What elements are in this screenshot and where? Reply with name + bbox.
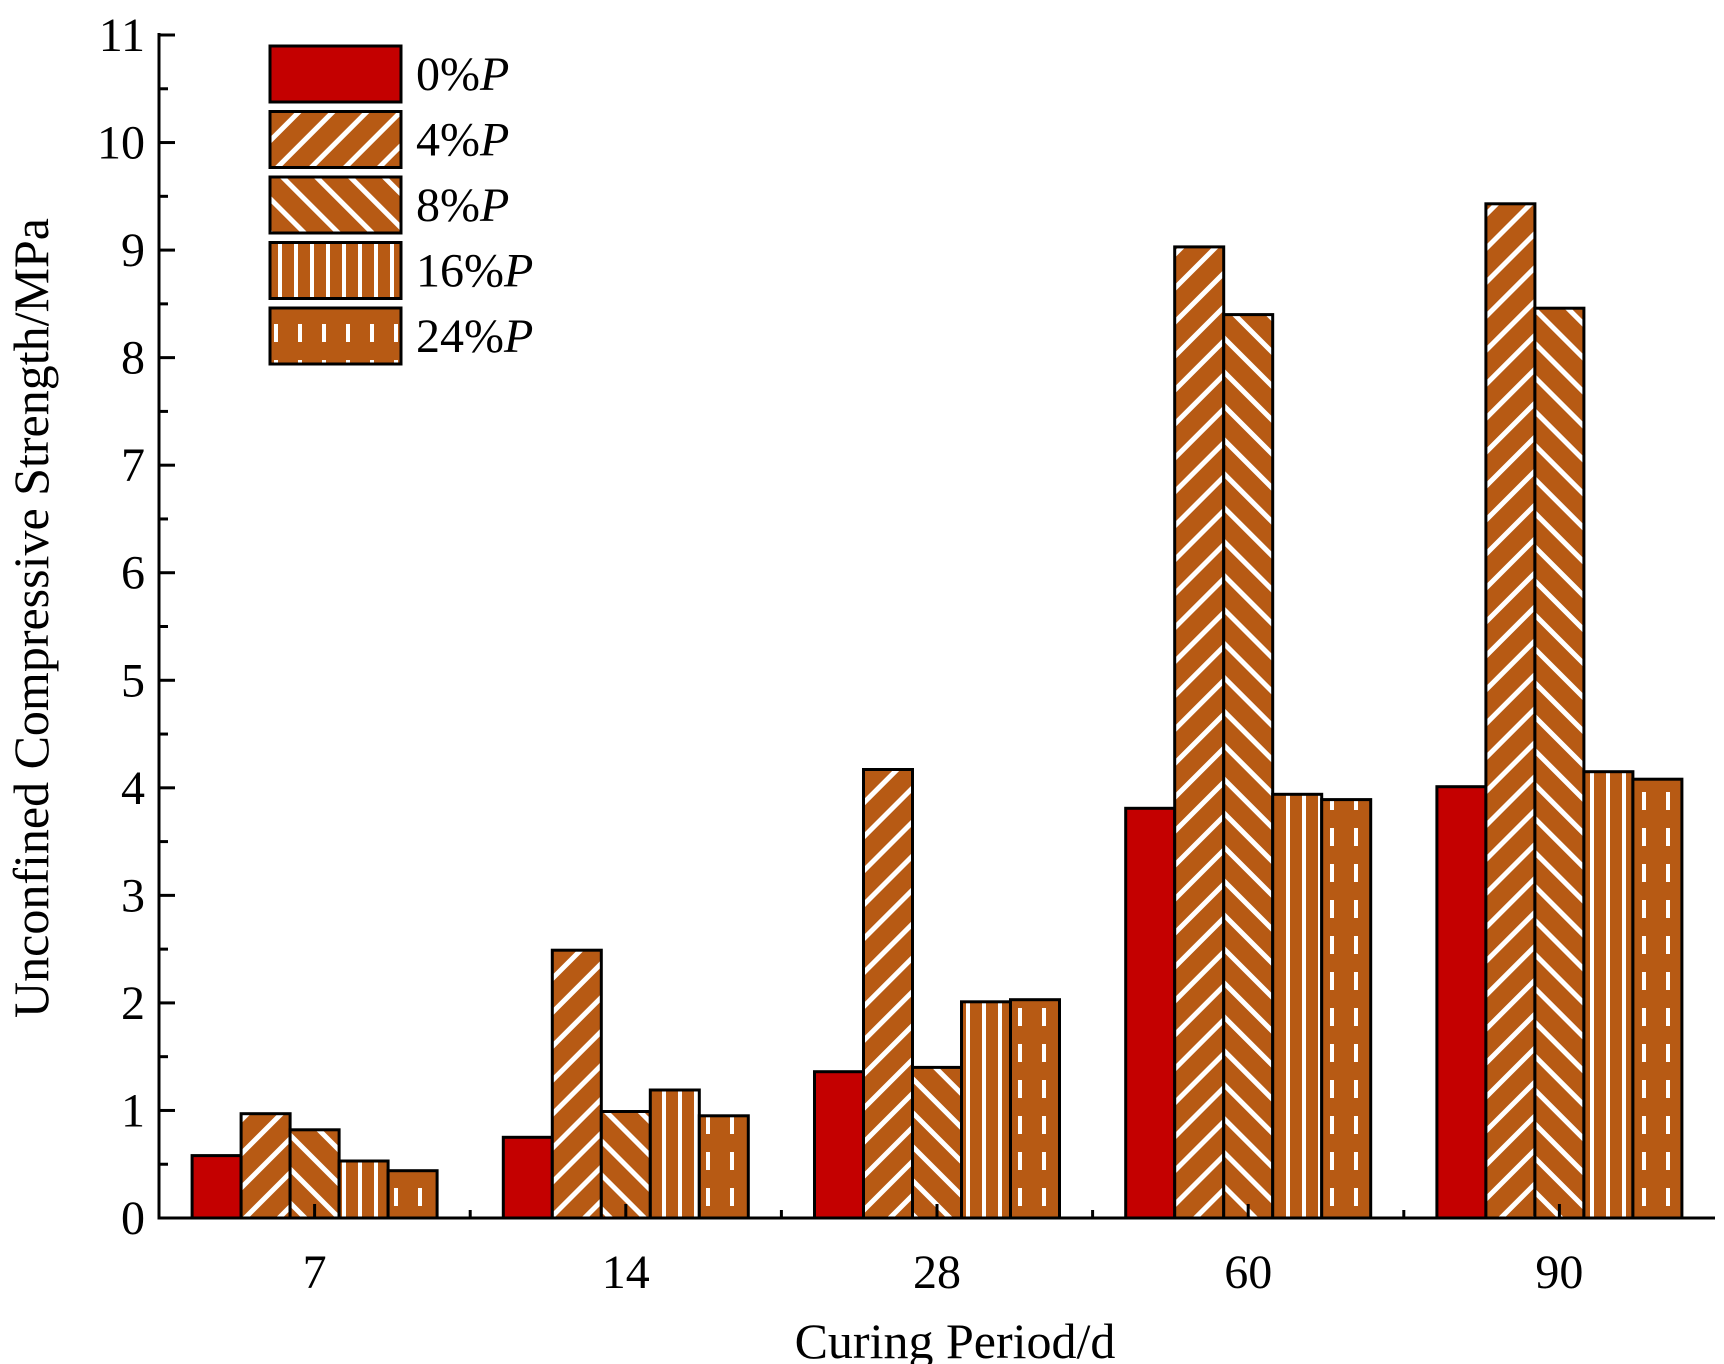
- y-tick-label: 8: [121, 332, 145, 385]
- legend-label: 24%P: [416, 310, 533, 363]
- y-tick-label: 9: [121, 224, 145, 277]
- y-tick-label: 0: [121, 1192, 145, 1245]
- x-tick-label: 14: [602, 1246, 650, 1299]
- bar-4pctp-7: [239, 1112, 292, 1220]
- y-tick-label: 2: [121, 977, 145, 1030]
- y-tick-label: 11: [99, 9, 145, 62]
- legend-swatch: [268, 44, 403, 104]
- bar-4pctp-14: [550, 948, 603, 1220]
- legend-label: 0%P: [416, 48, 509, 101]
- bar-0pctp-90: [1435, 785, 1488, 1220]
- bar-0pctp-60: [1124, 806, 1177, 1220]
- legend-label: 8%P: [416, 179, 509, 232]
- legend-swatch: [268, 175, 403, 235]
- x-axis-title: Curing Period/d: [795, 1313, 1116, 1364]
- legend-label: 16%P: [416, 245, 533, 298]
- bar-16pctp-14: [648, 1088, 701, 1220]
- bar-0pctp-14: [501, 1135, 554, 1220]
- y-tick-label: 5: [121, 654, 145, 707]
- legend-swatch: [268, 110, 403, 169]
- legend-swatch: [268, 306, 403, 366]
- x-tick-label: 7: [303, 1246, 327, 1299]
- bar-0pctp-7: [190, 1154, 243, 1220]
- bar-24pctp-7: [386, 1169, 439, 1220]
- x-tick-label: 90: [1535, 1246, 1583, 1299]
- bar-8pctp-28: [911, 1065, 963, 1220]
- y-tick-label: 6: [121, 547, 145, 600]
- bar-8pctp-60: [1222, 313, 1275, 1220]
- y-axis-title: Unconfined Compressive Strength/MPa: [3, 218, 59, 1018]
- legend-swatch: [268, 241, 403, 300]
- bar-16pctp-28: [960, 1000, 1012, 1220]
- y-tick-label: 1: [121, 1084, 145, 1137]
- bar-24pctp-60: [1320, 798, 1373, 1220]
- y-tick-label: 3: [121, 869, 145, 922]
- bar-4pctp-28: [862, 768, 914, 1220]
- y-tick-label: 7: [121, 439, 145, 492]
- x-tick-label: 28: [913, 1246, 961, 1299]
- x-tick-label: 60: [1224, 1246, 1272, 1299]
- bar-4pctp-60: [1173, 245, 1226, 1220]
- bar-24pctp-14: [697, 1114, 750, 1220]
- axes-layer: 0 1 2 3 4 5 6 7 8 9 10 11 7 14 28 60 90: [97, 9, 1715, 1299]
- bar-0pctp-28: [813, 1070, 865, 1220]
- bar-24pctp-90: [1631, 777, 1684, 1220]
- bar-16pctp-60: [1271, 792, 1324, 1220]
- bar-8pctp-90: [1533, 306, 1586, 1220]
- legend: 0%P 4%P 8%P 16%P 24%P: [268, 44, 533, 366]
- bar-4pctp-90: [1484, 202, 1537, 1220]
- bar-24pctp-28: [1009, 998, 1061, 1220]
- bars-layer: [190, 202, 1684, 1220]
- bar-8pctp-14: [599, 1110, 652, 1220]
- y-tick-label: 4: [121, 762, 145, 815]
- bar-16pctp-7: [337, 1159, 390, 1220]
- y-tick-label: 10: [97, 117, 145, 170]
- bar-16pctp-90: [1582, 770, 1635, 1220]
- legend-label: 4%P: [416, 114, 509, 167]
